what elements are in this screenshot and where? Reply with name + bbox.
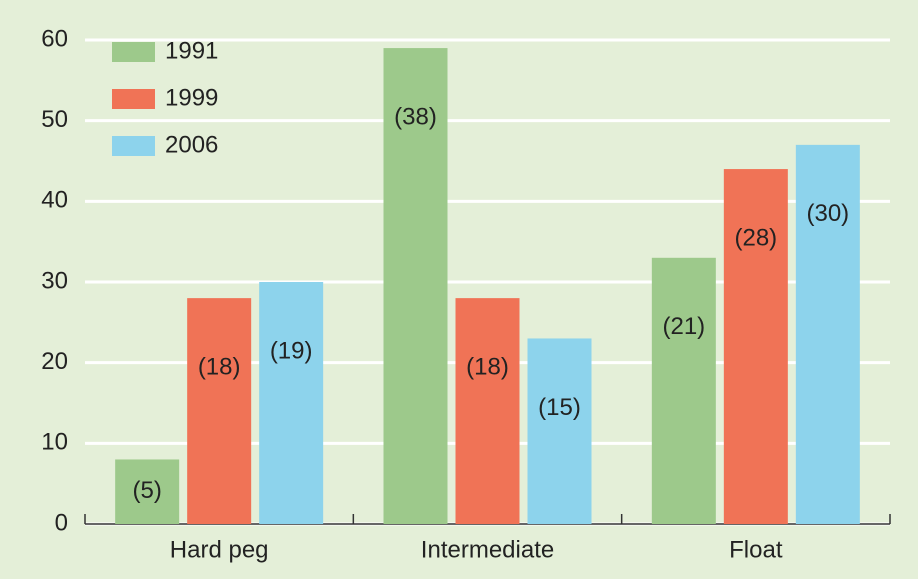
y-tick-label: 60: [41, 25, 68, 52]
legend-label: 1999: [165, 84, 218, 111]
bar-label: (15): [538, 394, 581, 421]
bar-label: (18): [466, 353, 509, 380]
legend-swatch: [112, 89, 155, 109]
bar: [383, 48, 448, 525]
y-tick-label: 40: [41, 187, 68, 214]
bar: [259, 282, 324, 524]
y-tick-label: 20: [41, 348, 68, 375]
bar-label: (19): [270, 337, 313, 364]
legend-swatch: [112, 42, 155, 62]
y-tick-label: 10: [41, 429, 68, 456]
y-tick-label: 30: [41, 267, 68, 294]
bar-label: (5): [132, 477, 161, 504]
legend-swatch: [112, 136, 155, 156]
legend-label: 1991: [165, 37, 218, 64]
bar: [527, 338, 592, 524]
bar-label: (21): [662, 313, 705, 340]
x-tick-label: Hard peg: [170, 536, 269, 563]
y-tick-label: 50: [41, 106, 68, 133]
legend-label: 2006: [165, 131, 218, 158]
bar: [723, 169, 788, 525]
bar: [455, 298, 520, 524]
bar-label: (38): [394, 103, 437, 130]
x-tick-label: Intermediate: [421, 536, 554, 563]
y-tick-label: 0: [55, 509, 68, 536]
bar: [115, 459, 180, 524]
bar-label: (28): [734, 224, 777, 251]
x-tick-label: Float: [729, 536, 783, 563]
bar: [187, 298, 252, 524]
bar-label: (18): [198, 353, 241, 380]
bar-label: (30): [806, 200, 849, 227]
bar: [795, 144, 860, 524]
bar: [651, 257, 716, 524]
